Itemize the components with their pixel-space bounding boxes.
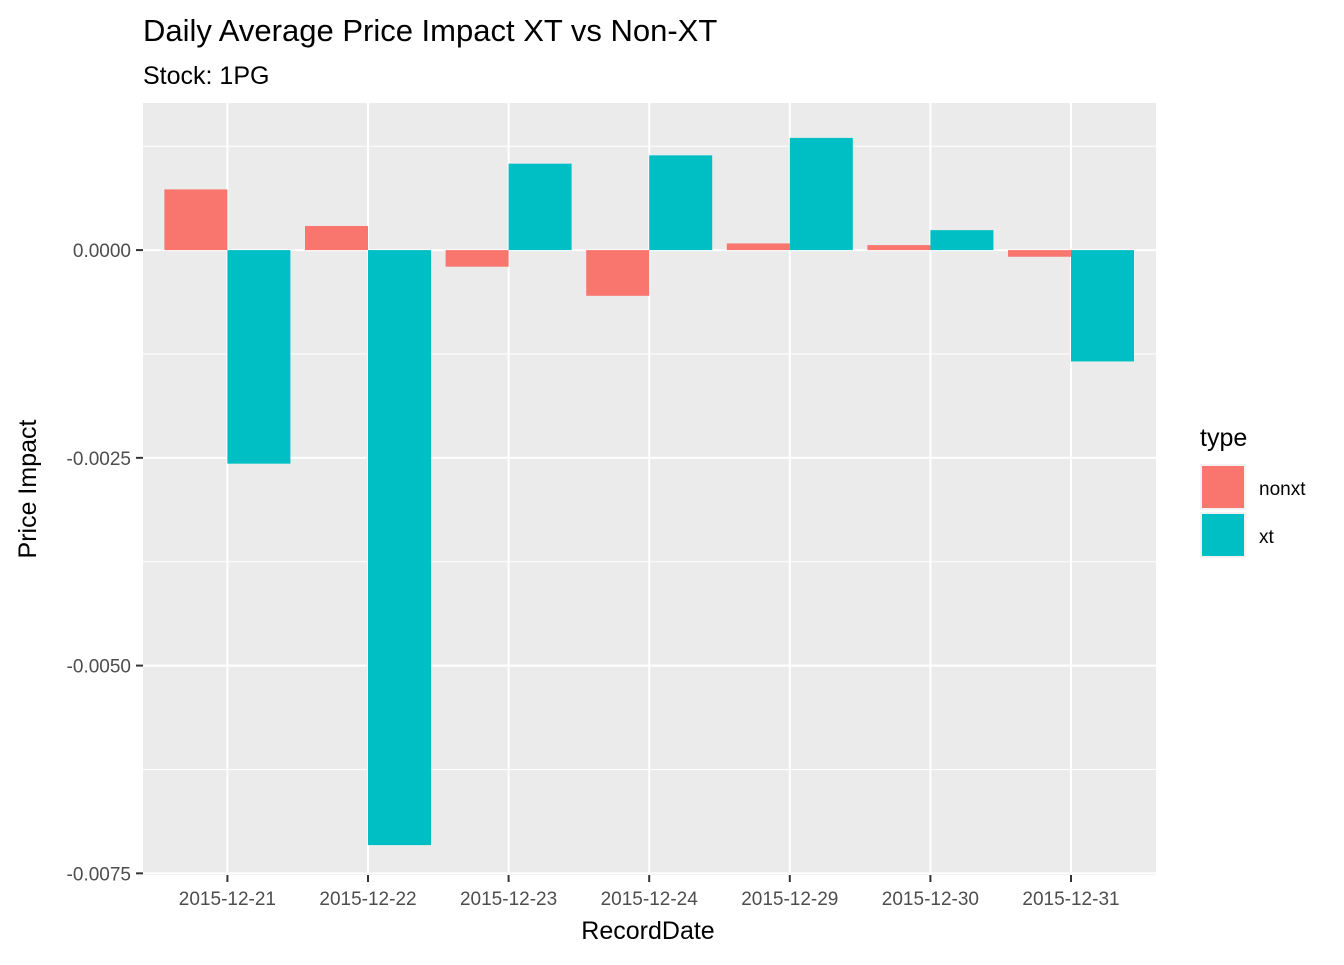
bar-nonxt-2015-12-23 [445,250,509,267]
bar-nonxt-2015-12-29 [726,243,790,251]
bars [164,137,1134,846]
bar-xt-2015-12-22 [368,250,431,846]
x-tick-label: 2015-12-30 [882,889,979,910]
legend-swatch-xt [1202,514,1244,556]
bar-xt-2015-12-30 [930,230,994,251]
chart-subtitle: Stock: 1PG [143,62,269,90]
legend-label-nonxt: nonxt [1259,479,1306,500]
bar-nonxt-2015-12-30 [867,245,931,251]
bar-nonxt-2015-12-24 [586,250,650,296]
bar-nonxt-2015-12-31 [1008,250,1071,257]
bar-xt-2015-12-31 [1071,250,1134,362]
legend-label-xt: xt [1259,527,1275,548]
x-tick-label: 2015-12-23 [460,889,557,910]
legend-swatch-nonxt [1202,466,1244,508]
bar-xt-2015-12-29 [789,137,853,251]
bar-xt-2015-12-24 [649,155,713,251]
y-tick-label: -0.0025 [67,449,131,470]
y-tick-label: -0.0050 [67,657,131,678]
x-tick-label: 2015-12-31 [1022,889,1119,910]
x-tick-label: 2015-12-29 [741,889,838,910]
x-tick-label: 2015-12-22 [319,889,416,910]
x-axis: 2015-12-21 2015-12-22 2015-12-23 2015-12-24… [179,875,1120,910]
x-tick-label: 2015-12-24 [601,889,699,910]
bar-xt-2015-12-23 [508,163,572,251]
chart-title: Daily Average Price Impact XT vs Non-XT [143,13,717,48]
bar-nonxt-2015-12-22 [305,225,368,251]
bar-xt-2015-12-21 [227,250,291,464]
y-axis-title: Price Impact [14,419,42,558]
legend: type nonxt xt [1200,424,1306,558]
bar-nonxt-2015-12-21 [164,189,228,251]
y-tick-label: -0.0075 [67,864,131,885]
legend-title: type [1200,424,1247,452]
y-tick-label: 0.0000 [73,241,131,262]
y-axis: 0.0000 -0.0025 -0.0050 -0.0075 [67,241,143,885]
x-axis-title: RecordDate [581,917,714,945]
x-tick-label: 2015-12-21 [179,889,276,910]
